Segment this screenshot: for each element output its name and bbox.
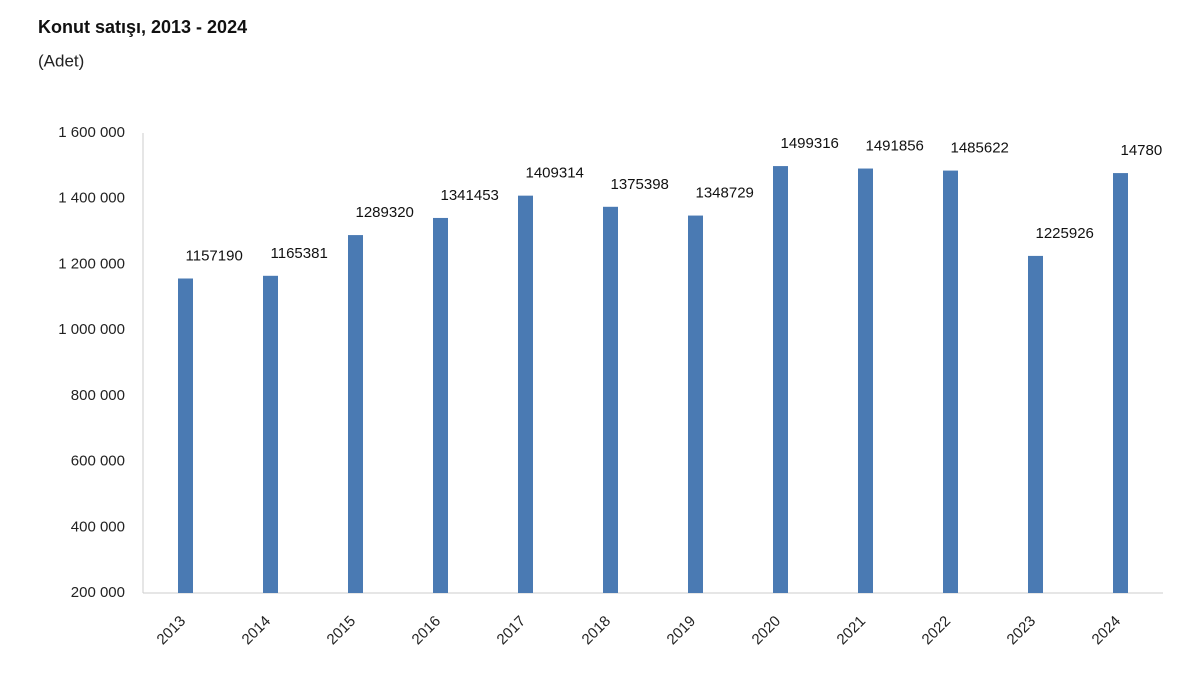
- bar: [348, 235, 363, 593]
- y-tick-label: 200 000: [71, 584, 125, 601]
- x-tick-label: 2017: [494, 613, 530, 649]
- bar: [858, 168, 873, 594]
- x-tick-label: 2016: [409, 613, 445, 649]
- data-label: 1491856: [866, 138, 924, 155]
- y-tick-label: 1 600 000: [58, 124, 125, 141]
- data-label: 1225926: [1036, 225, 1094, 242]
- data-label: 1375398: [611, 176, 669, 193]
- bar: [433, 217, 448, 593]
- x-tick-label: 2023: [1004, 613, 1040, 649]
- y-tick-label: 800 000: [71, 387, 125, 404]
- value-labels: 1157190 1165381 1289320 1341453 1409314 13753…: [186, 135, 1179, 264]
- x-tick-label: 2022: [919, 613, 955, 649]
- data-label: 1157190: [186, 247, 243, 264]
- bar: [518, 195, 533, 593]
- bar: [1113, 173, 1128, 593]
- data-label: 1478025: [1121, 142, 1179, 159]
- data-label: 1409314: [526, 165, 584, 182]
- bar: [943, 170, 958, 593]
- bar: [178, 278, 193, 593]
- bar: [603, 206, 618, 594]
- x-tick-label: 2024: [1089, 613, 1125, 649]
- x-tick-label: 2021: [834, 613, 870, 649]
- y-tick-label: 1 400 000: [58, 190, 125, 207]
- x-tick-label: 2020: [749, 613, 785, 649]
- data-label: 1165381: [271, 245, 328, 262]
- data-label: 1499316: [781, 135, 839, 152]
- data-label: 1289320: [356, 204, 414, 221]
- bar: [688, 215, 703, 593]
- bar: [773, 166, 788, 593]
- y-tick-label: 1 000 000: [58, 321, 125, 338]
- data-label: 1485622: [951, 140, 1009, 157]
- bar: [263, 275, 278, 593]
- chart-title: Konut satışı, 2013 - 2024: [38, 17, 247, 37]
- x-tick-label: 2014: [239, 613, 275, 649]
- y-tick-label: 600 000: [71, 453, 125, 470]
- data-label: 1348729: [696, 185, 754, 202]
- y-tick-label: 400 000: [71, 518, 125, 535]
- chart-subtitle: (Adet): [38, 51, 84, 70]
- data-label: 1341453: [441, 187, 499, 204]
- x-tick-label: 2015: [324, 613, 360, 649]
- x-tick-label: 2013: [154, 613, 190, 649]
- bar: [1028, 255, 1043, 593]
- y-tick-label: 1 200 000: [58, 255, 125, 272]
- x-tick-label: 2019: [664, 613, 700, 649]
- x-tick-label: 2018: [579, 613, 615, 649]
